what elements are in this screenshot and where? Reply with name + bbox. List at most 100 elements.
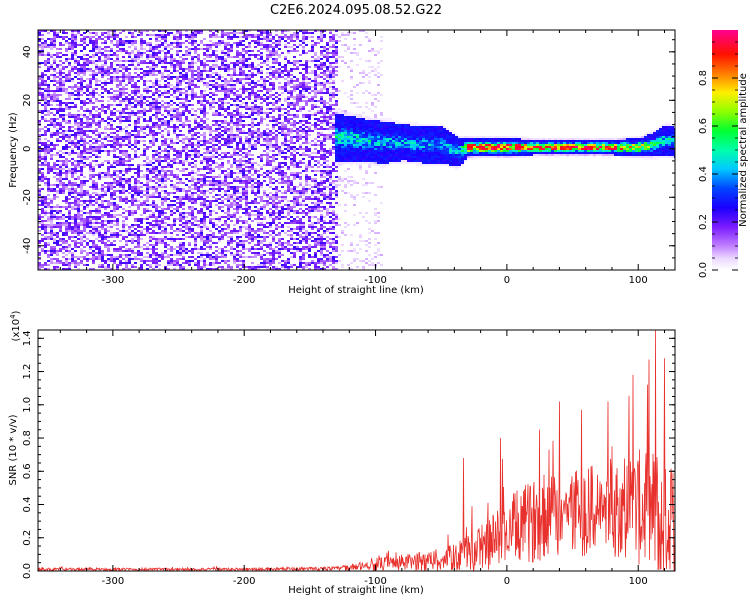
heatmap-cell xyxy=(242,242,245,244)
heatmap-cell xyxy=(182,74,185,76)
heatmap-cell xyxy=(203,202,206,204)
heatmap-cell xyxy=(83,58,86,60)
heatmap-cell xyxy=(200,208,203,210)
heatmap-cell xyxy=(227,168,230,170)
heatmap-cell xyxy=(50,44,53,46)
heatmap-cell xyxy=(59,164,62,166)
heatmap-cell xyxy=(44,184,47,186)
heatmap-cell xyxy=(173,264,176,266)
heatmap-cell xyxy=(236,186,239,188)
heatmap-cell xyxy=(143,256,146,258)
heatmap-cell xyxy=(74,94,77,96)
heatmap-cell xyxy=(95,48,98,50)
heatmap-cell xyxy=(143,176,146,178)
heatmap-cell xyxy=(200,180,203,182)
heatmap-cell xyxy=(143,140,146,142)
heatmap-cell xyxy=(77,132,80,134)
heatmap-cell xyxy=(248,250,251,252)
heatmap-cell xyxy=(77,146,80,148)
heatmap-cell xyxy=(53,44,56,46)
heatmap-cell xyxy=(77,124,80,126)
heatmap-cell xyxy=(230,254,233,256)
heatmap-cell xyxy=(194,62,197,64)
heatmap-cell xyxy=(227,52,230,54)
heatmap-cell xyxy=(41,228,44,230)
heatmap-cell xyxy=(185,198,188,200)
heatmap-cell xyxy=(95,258,98,260)
heatmap-cell xyxy=(212,236,215,238)
heatmap-cell xyxy=(137,168,140,170)
heatmap-cell xyxy=(83,258,86,260)
heatmap-cell xyxy=(95,116,98,118)
heatmap-cell xyxy=(215,224,218,226)
heatmap-cell xyxy=(80,82,83,84)
heatmap-cell xyxy=(125,196,128,198)
heatmap-cell xyxy=(44,268,47,270)
heatmap-cell xyxy=(239,254,242,256)
heatmap-cell xyxy=(167,70,170,72)
heatmap-cell xyxy=(155,252,158,254)
heatmap-cell xyxy=(143,84,146,86)
heatmap-cell xyxy=(104,224,107,226)
heatmap-cell xyxy=(161,60,164,62)
heatmap-cell xyxy=(167,146,170,148)
heatmap-cell xyxy=(74,206,77,208)
heatmap-cell xyxy=(134,146,137,148)
heatmap-cell xyxy=(164,172,167,174)
heatmap-cell xyxy=(71,184,74,186)
heatmap-cell xyxy=(248,128,251,130)
heatmap-cell xyxy=(227,160,230,162)
heatmap-cell xyxy=(149,222,152,224)
heatmap-cell xyxy=(179,34,182,36)
heatmap-cell xyxy=(137,180,140,182)
heatmap-cell xyxy=(134,58,137,60)
heatmap-cell xyxy=(65,230,68,232)
heatmap-cell xyxy=(191,248,194,250)
heatmap-cell xyxy=(137,182,140,184)
heatmap-cell xyxy=(221,98,224,100)
heatmap-cell xyxy=(71,142,74,144)
heatmap-cell xyxy=(236,202,239,204)
heatmap-cell xyxy=(155,244,158,246)
heatmap-cell xyxy=(101,34,104,36)
heatmap-cell xyxy=(233,212,236,214)
heatmap-cell xyxy=(206,172,209,174)
heatmap-cell xyxy=(236,242,239,244)
heatmap-cell xyxy=(44,46,47,48)
heatmap-cell xyxy=(182,262,185,264)
heatmap-cell xyxy=(239,158,242,160)
heatmap-cell xyxy=(236,80,239,82)
heatmap-cell xyxy=(134,128,137,130)
heatmap-cell xyxy=(56,206,59,208)
heatmap-cell xyxy=(248,248,251,250)
heatmap-cell xyxy=(113,70,116,72)
heatmap-cell xyxy=(143,160,146,162)
heatmap-cell xyxy=(221,104,224,106)
heatmap-cell xyxy=(209,214,212,216)
heatmap-cell xyxy=(215,204,218,206)
heatmap-cell xyxy=(98,240,101,242)
heatmap-cell xyxy=(104,268,107,270)
heatmap-cell xyxy=(194,166,197,168)
heatmap-cell xyxy=(131,196,134,198)
heatmap-cell xyxy=(98,146,101,148)
heatmap-cell xyxy=(71,216,74,218)
heatmap-cell xyxy=(62,76,65,78)
heatmap-cell xyxy=(62,192,65,194)
heatmap-cell xyxy=(47,244,50,246)
heatmap-cell xyxy=(47,198,50,200)
heatmap-cell xyxy=(200,248,203,250)
heatmap-cell xyxy=(251,126,254,128)
heatmap-cell xyxy=(53,258,56,260)
heatmap-cell xyxy=(71,126,74,128)
heatmap-cell xyxy=(236,124,239,126)
heatmap-cell xyxy=(59,150,62,152)
heatmap-cell xyxy=(215,236,218,238)
heatmap-cell xyxy=(65,88,68,90)
heatmap-cell xyxy=(83,110,86,112)
heatmap-cell xyxy=(50,208,53,210)
heatmap-cell xyxy=(239,62,242,64)
heatmap-cell xyxy=(188,126,191,128)
heatmap-cell xyxy=(245,58,248,60)
heatmap-cell xyxy=(89,186,92,188)
